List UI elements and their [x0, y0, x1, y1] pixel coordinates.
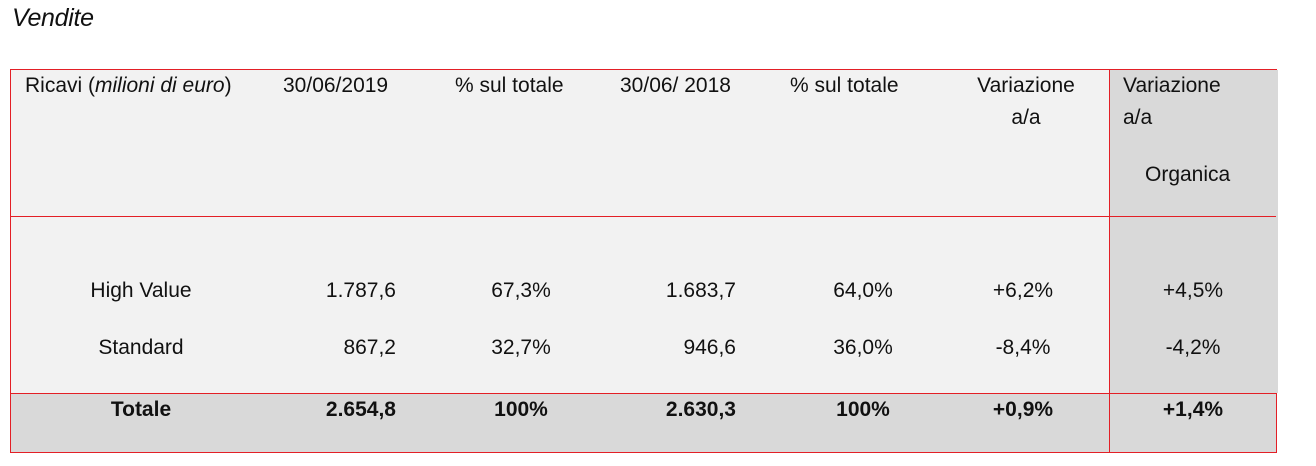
total-divider — [11, 393, 1276, 394]
header-date-2018: 30/06/ 2018 — [620, 74, 731, 97]
header-variation: Variazione a/a — [977, 74, 1075, 129]
total-variation: +0,9% — [992, 398, 1054, 421]
total-share-2019: 100% — [494, 398, 548, 421]
header-divider — [11, 216, 1276, 217]
total-organic-variation: +1,4% — [1162, 398, 1224, 421]
row-label: Standard — [98, 336, 184, 359]
header-date-2019: 30/06/2019 — [283, 74, 389, 97]
organic-column-bg — [1109, 70, 1278, 393]
row-organic-variation: +4,5% — [1162, 279, 1224, 302]
header-share-2019: % sul totale — [455, 74, 564, 97]
row-share-2018: 36,0% — [833, 336, 893, 359]
header-share-2018: % sul totale — [790, 74, 899, 97]
row-value-2019: 867,2 — [343, 336, 396, 359]
row-value-2018: 946,6 — [683, 336, 736, 359]
header-organic-variation: Variazione a/a Organica — [1123, 74, 1231, 186]
total-share-2018: 100% — [836, 398, 890, 421]
row-value-2019: 1.787,6 — [325, 279, 396, 302]
section-title: Vendite — [12, 4, 94, 32]
total-value-2018: 2.630,3 — [665, 398, 736, 421]
total-row: Totale 2.654,8 100% 2.630,3 100% +0,9% +… — [11, 394, 1276, 452]
total-value-2019: 2.654,8 — [325, 398, 396, 421]
row-label: High Value — [90, 279, 192, 302]
row-value-2018: 1.683,7 — [665, 279, 736, 302]
row-variation: +6,2% — [992, 279, 1054, 302]
total-label: Totale — [110, 398, 172, 421]
sales-table: Ricavi (milioni di euro) 30/06/2019 % su… — [10, 69, 1278, 453]
row-variation: -8,4% — [995, 336, 1051, 359]
row-organic-variation: -4,2% — [1165, 336, 1221, 359]
row-share-2018: 64,0% — [833, 279, 893, 302]
row-share-2019: 67,3% — [491, 279, 551, 302]
row-share-2019: 32,7% — [491, 336, 551, 359]
header-revenue: Ricavi (milioni di euro) — [25, 74, 232, 97]
